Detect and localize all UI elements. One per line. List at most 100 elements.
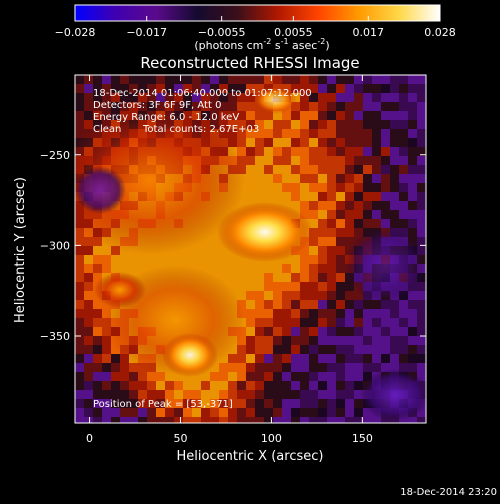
heatmap-cell xyxy=(246,300,255,309)
heatmap-cell xyxy=(417,129,426,138)
x-tick-label: 100 xyxy=(261,432,282,445)
heatmap-cell xyxy=(273,336,282,345)
heatmap-cell xyxy=(75,282,84,291)
heatmap-cell xyxy=(363,417,372,423)
cool-region-west xyxy=(75,166,126,214)
heatmap-cell xyxy=(345,336,354,345)
heatmap-cell xyxy=(156,390,165,399)
heatmap-cell xyxy=(300,75,309,84)
heatmap-cell xyxy=(372,102,381,111)
heatmap-cell xyxy=(246,102,255,111)
heatmap-cell xyxy=(102,84,111,93)
heatmap-cell xyxy=(255,183,264,192)
heatmap-cell xyxy=(408,201,417,210)
heatmap-cell xyxy=(372,75,381,84)
heatmap-cell xyxy=(282,327,291,336)
heatmap-cell xyxy=(354,318,363,327)
heatmap-cell xyxy=(408,165,417,174)
heatmap-cell xyxy=(264,390,273,399)
heatmap-cell xyxy=(318,309,327,318)
heatmap-cell xyxy=(336,345,345,354)
heatmap-cell xyxy=(246,183,255,192)
heatmap-cell xyxy=(417,192,426,201)
heatmap-cell xyxy=(408,417,417,423)
heatmap-cell xyxy=(210,363,219,372)
heatmap-cell xyxy=(381,210,390,219)
heatmap-cell xyxy=(120,354,129,363)
heatmap-cell xyxy=(93,300,102,309)
heatmap-cell xyxy=(309,390,318,399)
heatmap-cell xyxy=(336,192,345,201)
heatmap-cell xyxy=(318,246,327,255)
heatmap-cell xyxy=(354,210,363,219)
heatmap-cell xyxy=(300,183,309,192)
heatmap-cell xyxy=(336,273,345,282)
heatmap-cell xyxy=(255,390,264,399)
heatmap-cell xyxy=(219,93,228,102)
heatmap-cell xyxy=(192,381,201,390)
heatmap-cell xyxy=(111,363,120,372)
heatmap-cell xyxy=(354,147,363,156)
heatmap-cell xyxy=(84,363,93,372)
heatmap-cell xyxy=(147,93,156,102)
heatmap-cell xyxy=(147,417,156,423)
heatmap-cell xyxy=(381,219,390,228)
heatmap-cell xyxy=(219,246,228,255)
heatmap-cell xyxy=(408,84,417,93)
heatmap-cell xyxy=(183,399,192,408)
heatmap-cell xyxy=(336,120,345,129)
heatmap-cell xyxy=(111,381,120,390)
heatmap-cell xyxy=(309,354,318,363)
annotation-block: 18-Dec-2014 01:06:40.000 to 01:07:12.000… xyxy=(93,88,312,135)
heatmap-cell xyxy=(291,381,300,390)
heatmap-cell xyxy=(228,111,237,120)
emission-halo-northwest xyxy=(75,105,245,255)
heatmap-cell xyxy=(390,327,399,336)
heatmap-cell xyxy=(129,408,138,417)
x-tick-label: 150 xyxy=(352,432,373,445)
heatmap-cell xyxy=(363,111,372,120)
heatmap-cell xyxy=(417,93,426,102)
heatmap-cell xyxy=(309,228,318,237)
heatmap-cell xyxy=(84,246,93,255)
heatmap-cell xyxy=(363,210,372,219)
heatmap-cell xyxy=(408,174,417,183)
heatmap-cell xyxy=(183,246,192,255)
heatmap-cell xyxy=(84,282,93,291)
heatmap-cell xyxy=(201,390,210,399)
heatmap-cell xyxy=(309,84,318,93)
heatmap-cell xyxy=(300,147,309,156)
heatmap-cell xyxy=(327,390,336,399)
heatmap-cell xyxy=(417,75,426,84)
heatmap-cell xyxy=(318,336,327,345)
heatmap-cell xyxy=(390,174,399,183)
heatmap-cell xyxy=(255,120,264,129)
heatmap-cell xyxy=(237,381,246,390)
heatmap-cell xyxy=(300,174,309,183)
heatmap-cell xyxy=(246,165,255,174)
heatmap-cell xyxy=(327,363,336,372)
heatmap-cell xyxy=(300,318,309,327)
heatmap-cell xyxy=(300,291,309,300)
heatmap-cell xyxy=(192,246,201,255)
heatmap-cell xyxy=(345,165,354,174)
heatmap-cell xyxy=(309,318,318,327)
heatmap-cell xyxy=(345,372,354,381)
heatmap-cell xyxy=(300,129,309,138)
heatmap-cell xyxy=(336,399,345,408)
colorbar-tick-label: 0.017 xyxy=(353,26,385,39)
heatmap-cell xyxy=(183,93,192,102)
heatmap-cell xyxy=(309,165,318,174)
heatmap-cell xyxy=(381,93,390,102)
heatmap-cell xyxy=(354,390,363,399)
heatmap-cell xyxy=(408,309,417,318)
heatmap-cell xyxy=(291,129,300,138)
heatmap-cell xyxy=(381,336,390,345)
heatmap-cell xyxy=(399,129,408,138)
heatmap-cell xyxy=(120,102,129,111)
heatmap-cell xyxy=(354,129,363,138)
heatmap-cell xyxy=(345,210,354,219)
heatmap-cell xyxy=(336,318,345,327)
heatmap-cell xyxy=(291,390,300,399)
heatmap-cell xyxy=(408,210,417,219)
